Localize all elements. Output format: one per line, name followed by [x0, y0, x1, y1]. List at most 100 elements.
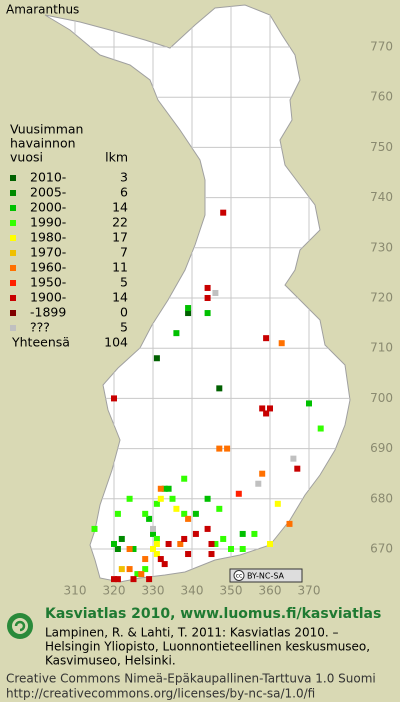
- record-square: [212, 540, 219, 547]
- record-square: [216, 505, 223, 512]
- record-square: [146, 576, 153, 583]
- legend-label: 1970-: [30, 245, 66, 260]
- record-square: [267, 540, 273, 547]
- citation: Kasvimuseo, Helsinki.: [45, 654, 176, 668]
- record-square: [118, 535, 125, 542]
- y-tick-label: 750: [370, 140, 393, 154]
- record-square: [204, 295, 211, 301]
- record-square: [204, 495, 211, 502]
- record-square: [169, 495, 176, 502]
- legend-swatch: [10, 265, 16, 271]
- record-square: [153, 540, 160, 547]
- x-tick-label: 340: [181, 584, 204, 598]
- y-tick-label: 680: [370, 491, 393, 505]
- record-square: [263, 335, 270, 342]
- legend-label: 1990-: [30, 215, 66, 230]
- legend-swatch: [10, 205, 16, 211]
- record-square: [286, 520, 293, 527]
- license: Creative Commons Nimeä-Epäkaupallinen-Ta…: [6, 672, 376, 686]
- y-tick-label: 670: [370, 542, 393, 556]
- citation: Lampinen, R. & Lahti, T. 2011: Kasviatla…: [45, 626, 339, 640]
- ticks: 310 320 330 340 350 360 3706706806907007107207…: [64, 40, 393, 598]
- record-square: [114, 510, 121, 517]
- legend-swatch: [10, 250, 16, 256]
- record-square: [161, 485, 168, 492]
- record-square: [204, 310, 211, 317]
- record-square: [306, 400, 312, 407]
- record-square: [185, 305, 192, 312]
- y-tick-label: 700: [370, 391, 393, 405]
- svg-text:cc: cc: [236, 573, 243, 580]
- legend-count: 6: [120, 185, 128, 200]
- record-square: [255, 480, 262, 487]
- record-square: [91, 525, 98, 532]
- badge-text: BY-NC-SA: [247, 572, 285, 581]
- record-square: [228, 546, 234, 552]
- legend-label: 1980-: [30, 230, 66, 245]
- record-square: [220, 535, 227, 542]
- x-tick-label: 310: [64, 584, 87, 598]
- citation: Helsingin Yliopisto, Luonnontieteellinen…: [45, 640, 370, 654]
- record-square: [208, 551, 215, 558]
- record-square: [114, 546, 121, 552]
- legend-label: 1900-: [30, 290, 66, 305]
- record-square: [118, 566, 125, 573]
- legend-heading: Vuusimman: [10, 122, 83, 137]
- legend-swatch: [10, 310, 16, 316]
- record-square: [130, 546, 137, 552]
- y-tick-label: 710: [370, 341, 393, 355]
- legend-label: 2000-: [30, 200, 66, 215]
- x-tick-label: 370: [298, 584, 321, 598]
- finland-outline: [44, 4, 351, 583]
- record-square: [161, 561, 168, 568]
- y-tick-label: 720: [370, 291, 393, 305]
- record-square: [150, 525, 156, 532]
- total-count: 104: [104, 335, 128, 350]
- record-square: [126, 566, 133, 573]
- record-square: [142, 566, 149, 573]
- y-tick-label: 730: [370, 240, 393, 254]
- legend-heading: havainnon: [10, 136, 76, 151]
- legend-label: ???: [30, 320, 50, 335]
- record-square: [216, 445, 223, 452]
- record-square: [204, 284, 211, 291]
- x-tick-label: 320: [103, 584, 126, 598]
- legend-count: 0: [120, 305, 128, 320]
- record-square: [157, 556, 164, 563]
- record-square: [235, 490, 242, 497]
- x-tick-label: 330: [142, 584, 165, 598]
- record-square: [150, 546, 156, 552]
- record-square: [134, 571, 141, 578]
- species-title: Amaranthus: [6, 3, 79, 17]
- legend-label: 1960-: [30, 260, 66, 275]
- record-square: [111, 576, 117, 583]
- record-square: [181, 475, 188, 482]
- legend-count: 5: [120, 275, 128, 290]
- record-square: [153, 535, 160, 542]
- logo: [7, 613, 33, 639]
- legend-count: 5: [120, 320, 128, 335]
- record-square: [126, 495, 133, 502]
- record-square: [263, 410, 270, 417]
- y-tick-label: 770: [370, 40, 393, 54]
- y-tick-label: 690: [370, 441, 393, 455]
- legend-count: 7: [120, 245, 128, 260]
- record-square: [317, 425, 324, 432]
- record-square: [173, 330, 180, 337]
- count-heading: lkm: [105, 150, 128, 165]
- legend-count: 3: [120, 170, 128, 185]
- record-square: [153, 500, 160, 507]
- legend-count: 11: [112, 260, 128, 275]
- legend-swatch: [10, 295, 16, 301]
- record-square: [181, 510, 188, 517]
- record-square: [146, 515, 153, 522]
- y-tick-label: 760: [370, 90, 393, 104]
- record-square: [239, 546, 246, 552]
- record-square: [111, 395, 117, 402]
- record-square: [142, 556, 149, 563]
- record-square: [220, 209, 227, 216]
- record-square: [259, 405, 266, 412]
- legend-heading: vuosi: [10, 150, 43, 165]
- license: http://creativecommons.org/licenses/by-n…: [6, 687, 315, 701]
